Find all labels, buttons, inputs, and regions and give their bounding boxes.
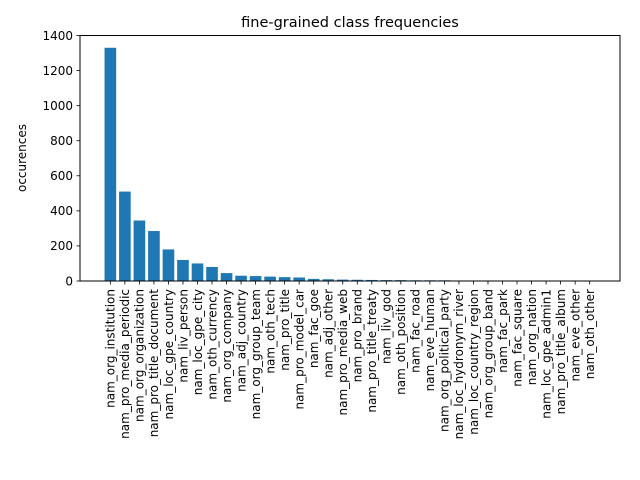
bar-nam_org_company — [220, 273, 233, 281]
y-tick-label: 1000 — [42, 99, 73, 113]
x-tick-label: nam_oth_currency — [205, 289, 219, 400]
x-tick-label: nam_loc_gpe_city — [191, 289, 205, 395]
y-tick-label: 1400 — [42, 29, 73, 43]
x-tick-label: nam_liv_person — [176, 289, 190, 383]
x-tick-label: nam_fac_road — [409, 289, 423, 373]
x-tick-label: nam_org_nation — [525, 289, 539, 385]
x-tick-label: nam_eve_other — [568, 289, 582, 382]
x-tick-label: nam_fac_square — [510, 289, 524, 387]
x-tick-label: nam_pro_media_web — [336, 289, 350, 415]
x-tick-label: nam_oth_tech — [263, 289, 277, 374]
bar-nam_adj_country — [235, 275, 247, 281]
y-tick-label: 0 — [65, 274, 73, 288]
bar-nam_fac_goe — [307, 278, 320, 281]
x-tick-label: nam_loc_hydronym_river — [452, 289, 466, 439]
bar-nam_pro_title_document — [148, 231, 160, 281]
chart-title: fine-grained class frequencies — [241, 15, 459, 31]
x-tick-label: nam_liv_god — [380, 289, 394, 364]
bar-nam_loc_gpe_city — [191, 263, 204, 281]
bar-nam_pro_brand — [351, 279, 364, 281]
bar-nam_pro_title_treaty — [365, 279, 378, 281]
x-tick-label: nam_fac_park — [496, 289, 510, 373]
y-tick-label: 400 — [50, 204, 73, 218]
x-tick-label: nam_adj_country — [234, 289, 248, 392]
bar-nam_liv_person — [177, 259, 189, 281]
x-tick-label: nam_loc_gpe_admin1 — [539, 289, 553, 419]
bar-nam_org_organization — [133, 220, 146, 281]
x-tick-label: nam_org_organization — [133, 289, 147, 422]
x-tick-label: nam_loc_country_region — [467, 289, 481, 435]
x-tick-label: nam_org_political_party — [438, 289, 452, 432]
bar-nam_pro_media_periodic — [119, 191, 131, 281]
y-axis-ticks: 0 200 400 600 800 1000 1200 1400 — [42, 29, 80, 288]
y-tick-label: 1200 — [42, 64, 73, 78]
y-tick-label: 800 — [50, 134, 73, 148]
x-tick-label: nam_org_group_band — [481, 289, 495, 418]
bar-nam_pro_model_car — [293, 277, 305, 281]
bar-nam_adj_other — [322, 279, 335, 281]
bar-nam_pro_media_web — [336, 279, 349, 281]
y-tick-label: 600 — [50, 169, 73, 183]
x-tick-label: nam_pro_brand — [351, 289, 365, 382]
x-tick-label: nam_org_group_team — [249, 289, 263, 419]
y-axis-label: occurences — [15, 124, 29, 192]
bar-nam_loc_gpe_country — [162, 249, 175, 281]
x-tick-label: nam_pro_media_periodic — [118, 289, 132, 439]
x-tick-label: nam_pro_model_car — [292, 289, 306, 410]
bar-nam_oth_tech — [264, 276, 276, 281]
plot-frame — [79, 35, 621, 282]
x-tick-label: nam_pro_title_treaty — [365, 289, 379, 413]
x-tick-label: nam_fac_goe — [307, 289, 321, 368]
bar-nam_pro_title — [278, 277, 291, 281]
x-tick-label: nam_pro_title_album — [554, 289, 568, 414]
x-tick-label: nam_oth_other — [583, 289, 597, 379]
bars-group — [104, 47, 596, 282]
x-tick-label: nam_org_institution — [104, 289, 118, 408]
bar-nam_org_group_team — [249, 276, 262, 281]
x-axis-ticks: nam_org_institution nam_pro_media_periodi… — [104, 281, 597, 439]
x-tick-label: nam_adj_other — [322, 289, 336, 378]
bar-nam_oth_currency — [206, 266, 218, 281]
y-tick-label: 200 — [50, 239, 73, 253]
x-tick-label: nam_pro_title_document — [147, 289, 161, 438]
x-tick-label: nam_eve_human — [423, 289, 437, 391]
x-tick-label: nam_org_company — [220, 289, 234, 403]
x-tick-label: nam_pro_title — [278, 289, 292, 371]
bar-nam_org_institution — [104, 47, 117, 282]
x-tick-label: nam_loc_gpe_country — [162, 289, 176, 419]
x-tick-label: nam_oth_position — [394, 289, 408, 395]
